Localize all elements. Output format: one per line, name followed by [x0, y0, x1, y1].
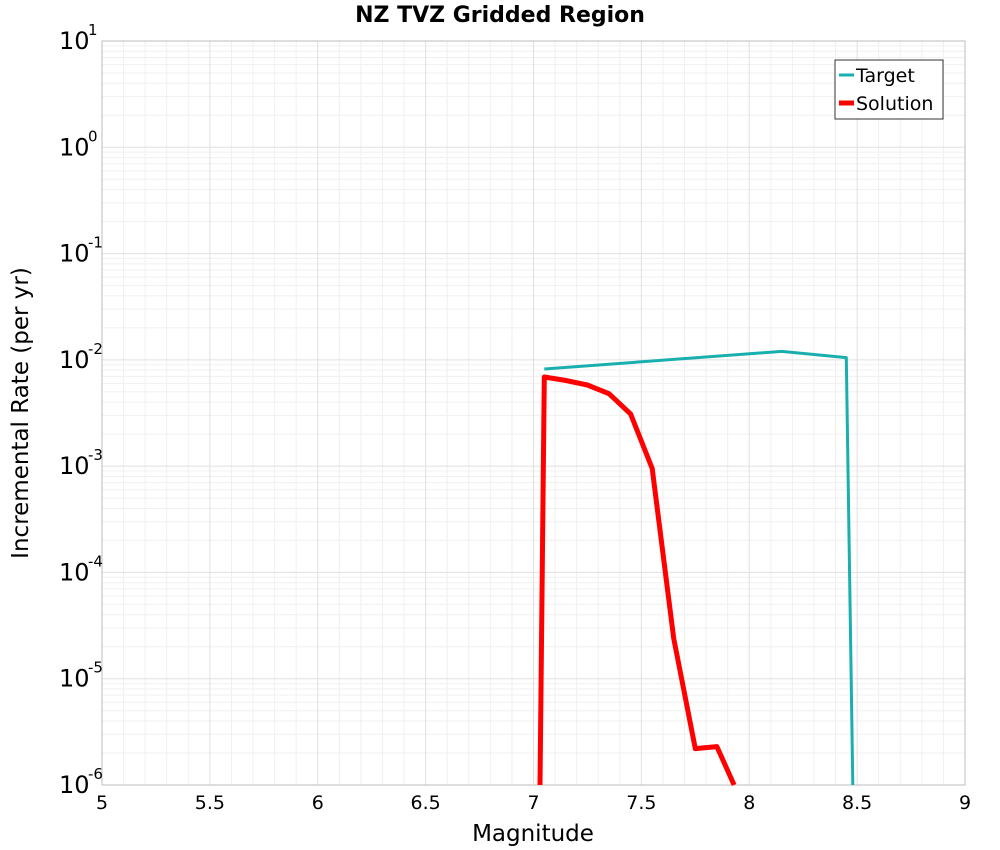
y-tick-exponent: 0: [88, 127, 98, 145]
y-tick-label: 10-3: [59, 446, 103, 480]
series-line-solution: [537, 374, 737, 787]
x-tick-label: 5.5: [195, 792, 225, 814]
y-tick-base: 10: [59, 558, 90, 586]
legend-label-target: Target: [855, 65, 915, 87]
y-tick-exponent: -3: [88, 446, 103, 464]
x-tick-label: 9: [959, 792, 971, 814]
y-tick-base: 10: [59, 27, 90, 55]
y-tick-label: 100: [59, 127, 98, 161]
major-gridlines: [102, 41, 965, 785]
y-tick-label: 10-5: [59, 659, 103, 693]
x-tick-label: 8: [743, 792, 755, 814]
y-tick-exponent: -6: [88, 765, 103, 783]
y-tick-label: 10-1: [59, 234, 103, 268]
x-tick-label: 7.5: [626, 792, 656, 814]
legend-label-solution: Solution: [856, 93, 933, 115]
x-tick-label: 6.5: [411, 792, 441, 814]
y-tick-exponent: -5: [88, 659, 103, 677]
y-tick-base: 10: [59, 452, 90, 480]
y-tick-label: 101: [59, 21, 98, 55]
chart-title: NZ TVZ Gridded Region: [355, 3, 645, 28]
y-tick-exponent: -2: [88, 340, 103, 358]
plot-area: [101, 40, 966, 786]
x-tick-label: 7: [527, 792, 539, 814]
x-tick-label: 5: [96, 792, 108, 814]
legend: Target Solution: [834, 59, 944, 120]
y-tick-exponent: 1: [88, 21, 98, 39]
y-tick-label: 10-4: [59, 552, 103, 586]
y-tick-label: 10-6: [59, 765, 103, 799]
y-tick-base: 10: [59, 771, 90, 799]
x-axis-ticks: 5 5.5 6 6.5 7 7.5 8 8.5 9: [96, 792, 971, 814]
y-tick-base: 10: [59, 240, 90, 268]
legend-box: [834, 59, 944, 120]
y-tick-base: 10: [59, 346, 90, 374]
y-tick-exponent: -4: [88, 552, 103, 570]
series-line-target: [544, 349, 855, 786]
y-tick-base: 10: [59, 133, 90, 161]
y-tick-exponent: -1: [88, 234, 103, 252]
y-tick-base: 10: [59, 665, 90, 693]
y-axis-label: Incremental Rate (per yr): [8, 267, 34, 559]
series-layer: [537, 349, 855, 787]
x-axis-label: Magnitude: [472, 821, 594, 847]
x-tick-label: 6: [312, 792, 324, 814]
y-tick-label: 10-2: [59, 340, 103, 374]
x-tick-label: 8.5: [842, 792, 872, 814]
